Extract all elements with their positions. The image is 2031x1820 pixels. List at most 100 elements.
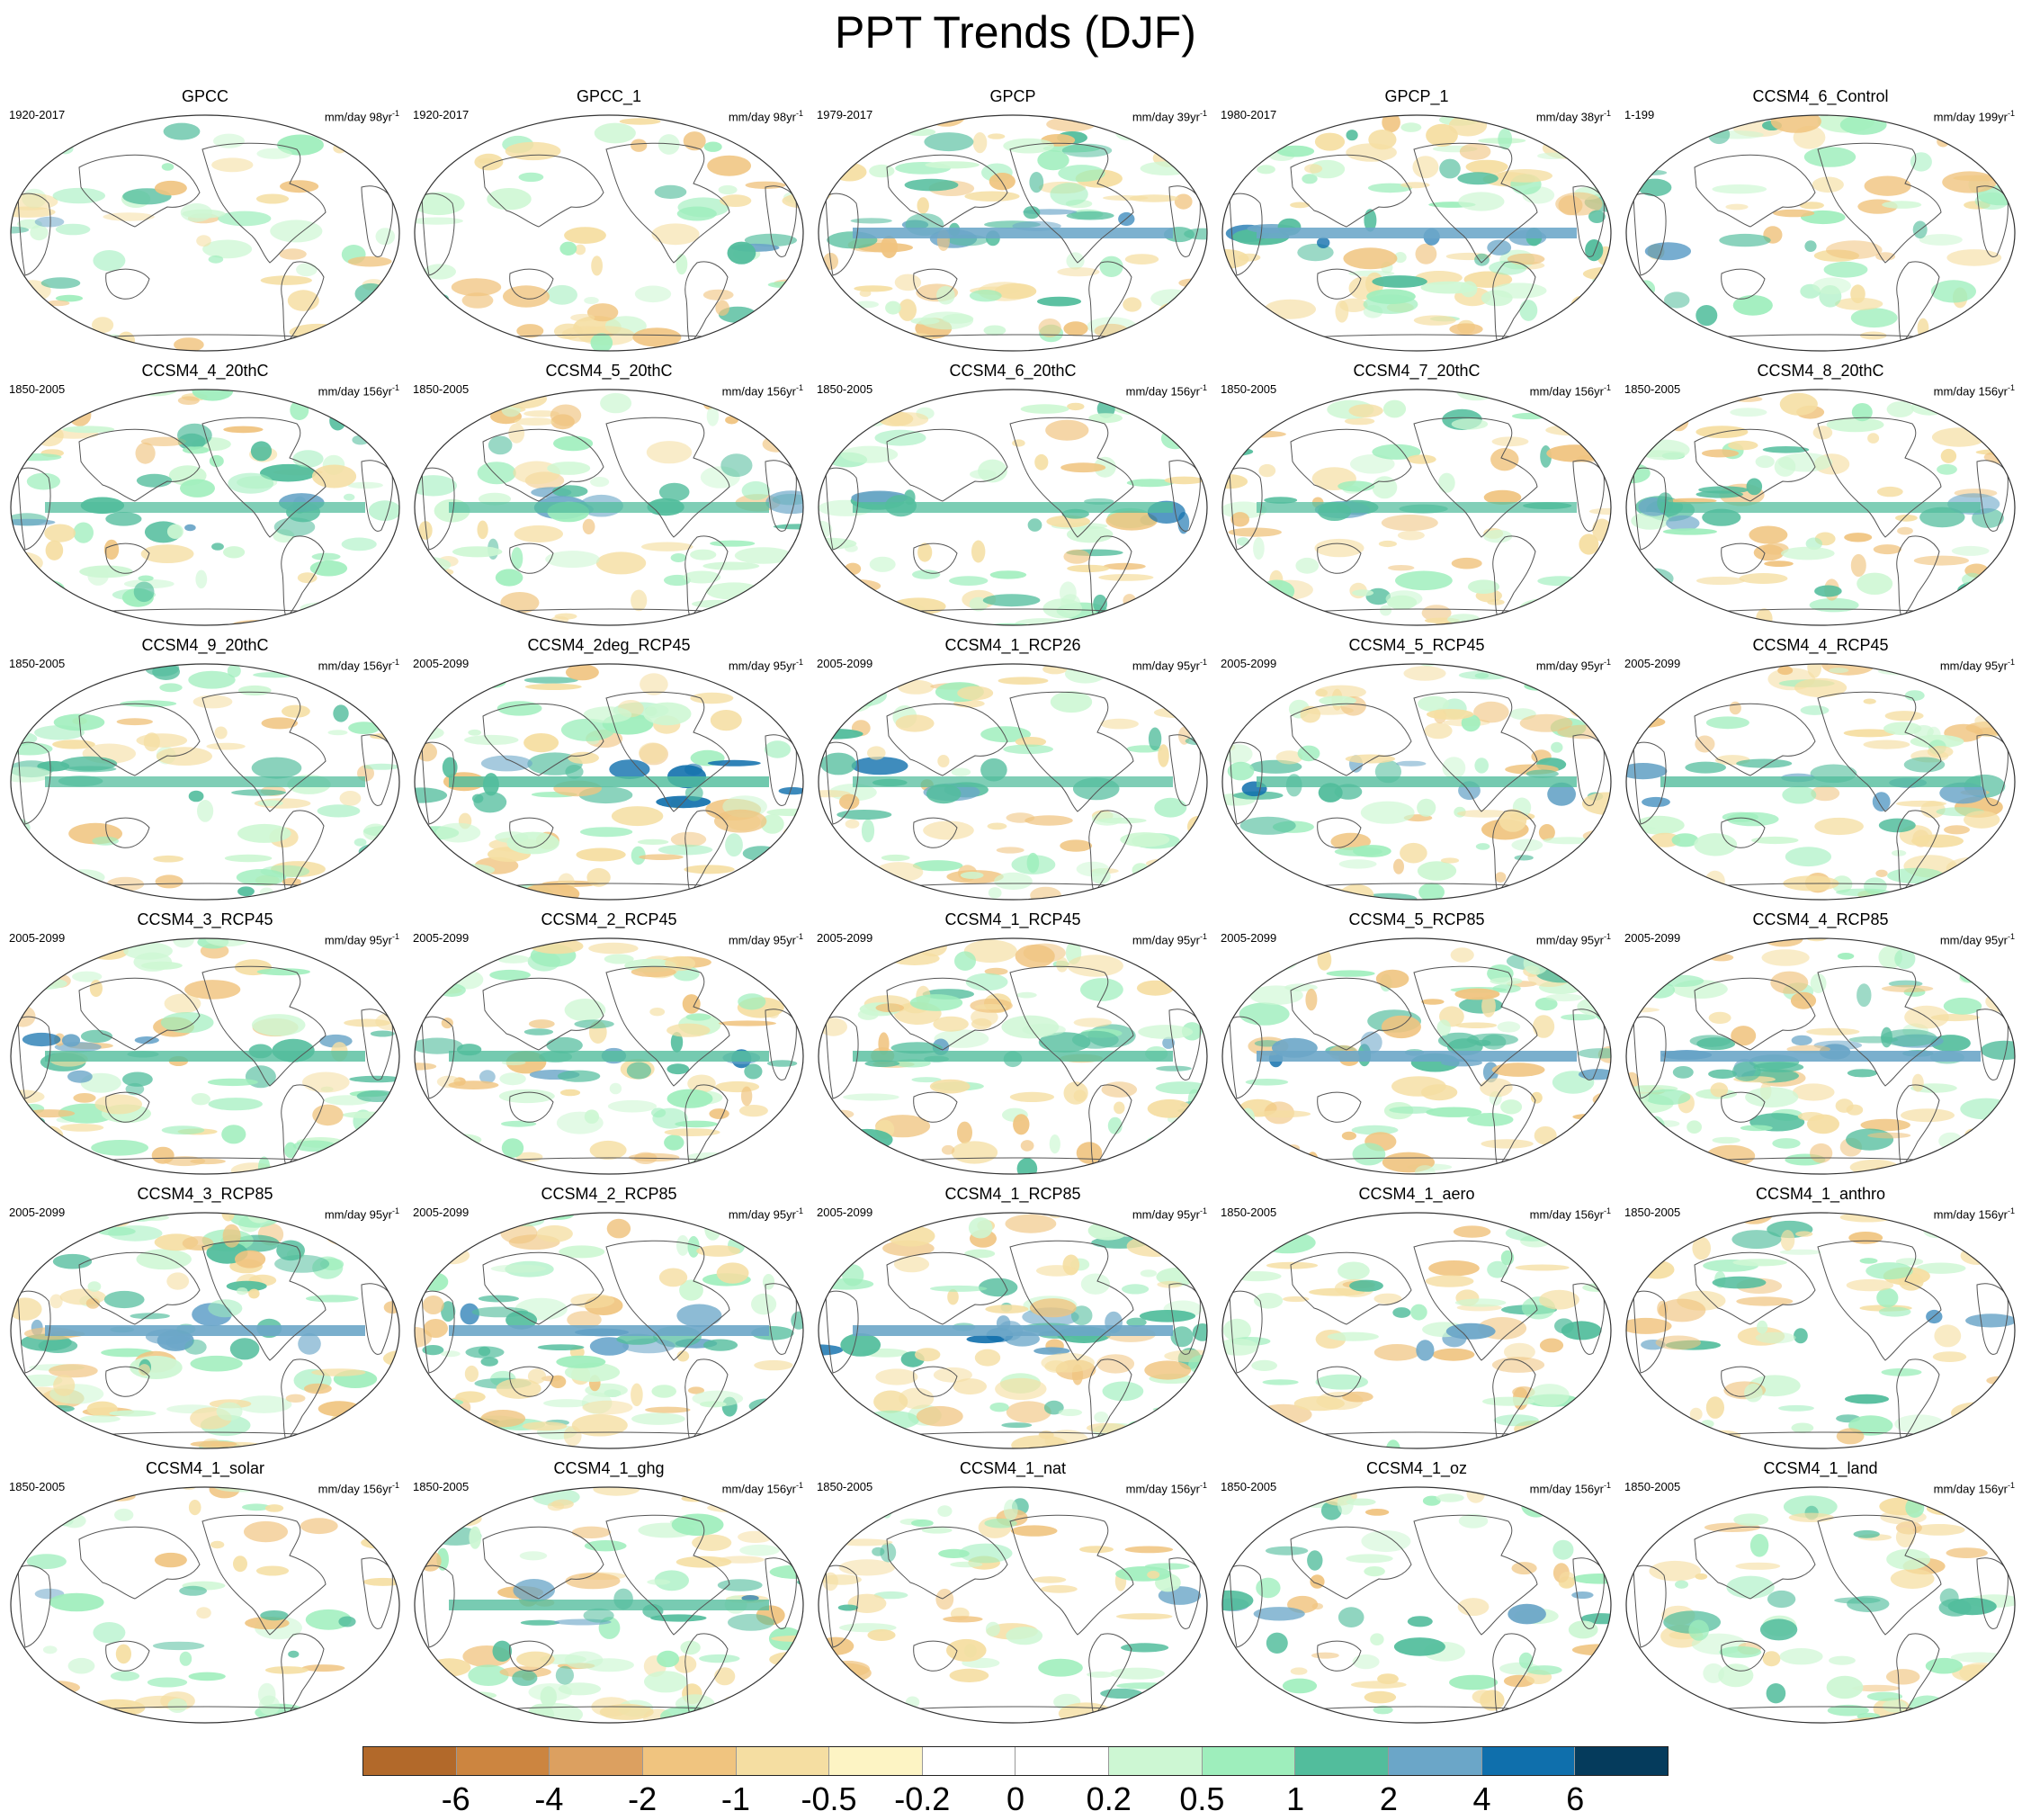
- map-panel: CCSM4_1_anthro 1850-2005 mm/day 156yr-1: [1619, 1184, 2022, 1450]
- panel-units: mm/day 156yr-1: [721, 1481, 803, 1496]
- map-field: [10, 114, 400, 352]
- panel-title: CCSM4_1_RCP26: [944, 636, 1081, 654]
- panel-units: mm/day 39yr-1: [1132, 109, 1207, 124]
- panel-period: 2005-2099: [817, 1206, 873, 1219]
- panel-units: mm/day 95yr-1: [728, 1206, 803, 1222]
- map-panel: GPCC_1 1920-2017 mm/day 98yr-1: [407, 86, 810, 353]
- panel-period: 2005-2099: [9, 931, 66, 945]
- panel-period: 2005-2099: [413, 931, 470, 945]
- panel-period: 1920-2017: [413, 108, 470, 121]
- panel-units: mm/day 38yr-1: [1535, 109, 1611, 124]
- panel-units: mm/day 156yr-1: [1933, 1206, 2015, 1222]
- panel-title: CCSM4_1_anthro: [1755, 1185, 1886, 1203]
- panel-period: 1850-2005: [1221, 1480, 1277, 1493]
- map-panel: CCSM4_3_RCP45 2005-2099 mm/day 95yr-1: [4, 910, 407, 1176]
- map-panel: CCSM4_9_20thC 1850-2005 mm/day 156yr-1: [4, 635, 407, 901]
- colorbar-label: 0: [1006, 1780, 1025, 1817]
- panel-units: mm/day 156yr-1: [1933, 1481, 2015, 1496]
- map-panel: CCSM4_5_RCP85 2005-2099 mm/day 95yr-1: [1215, 910, 1618, 1176]
- colorbar-label: 0.2: [1086, 1780, 1132, 1817]
- panel-period: 2005-2099: [817, 931, 873, 945]
- map-panel: CCSM4_2_RCP85 2005-2099 mm/day 95yr-1: [407, 1184, 810, 1450]
- map-field: [1625, 389, 2016, 626]
- panel-title: CCSM4_6_Control: [1752, 87, 1889, 105]
- map-panel: CCSM4_8_20thC 1850-2005 mm/day 156yr-1: [1619, 361, 2022, 627]
- map-panel: GPCC 1920-2017 mm/day 98yr-1: [4, 86, 407, 353]
- panel-title: CCSM4_5_20thC: [545, 362, 673, 380]
- map-field: [10, 663, 400, 901]
- map-panel: CCSM4_1_RCP26 2005-2099 mm/day 95yr-1: [811, 635, 1214, 901]
- map-field: [818, 937, 1208, 1175]
- panel-period: 1850-2005: [413, 382, 470, 396]
- colorbar-box: [642, 1747, 737, 1775]
- panel-period: 1850-2005: [1221, 1206, 1277, 1219]
- map-panel: CCSM4_7_20thC 1850-2005 mm/day 156yr-1: [1215, 361, 1618, 627]
- panel-title: CCSM4_4_RCP85: [1752, 910, 1889, 928]
- panel-units: mm/day 98yr-1: [728, 109, 803, 124]
- panel-units: mm/day 156yr-1: [318, 1481, 399, 1496]
- panel-title: GPCC: [181, 87, 228, 105]
- colorbar-label: -4: [534, 1780, 564, 1817]
- panel-title: CCSM4_1_RCP45: [944, 910, 1081, 928]
- map-panel: CCSM4_3_RCP85 2005-2099 mm/day 95yr-1: [4, 1184, 407, 1450]
- map-field: [414, 114, 804, 352]
- colorbar-label: 2: [1379, 1780, 1398, 1817]
- map-field: [1221, 114, 1612, 352]
- colorbar-box: [829, 1747, 923, 1775]
- panel-period: 1850-2005: [1624, 382, 1681, 396]
- map-field: [1625, 1212, 2016, 1449]
- panel-title: CCSM4_1_aero: [1358, 1185, 1475, 1203]
- colorbar-label: 1: [1286, 1780, 1305, 1817]
- panel-units: mm/day 156yr-1: [318, 658, 399, 673]
- colorbar-box: [456, 1747, 550, 1775]
- panel-units: mm/day 95yr-1: [1132, 932, 1207, 947]
- panel-units: mm/day 95yr-1: [324, 932, 399, 947]
- panel-period: 1980-2017: [1221, 108, 1277, 121]
- panel-period: 1850-2005: [1221, 382, 1277, 396]
- panel-title: CCSM4_3_RCP85: [137, 1185, 273, 1203]
- map-field: [1221, 1212, 1612, 1449]
- panel-period: 1920-2017: [9, 108, 66, 121]
- panel-title: CCSM4_6_20thC: [949, 362, 1077, 380]
- panel-title: CCSM4_5_RCP45: [1348, 636, 1485, 654]
- map-panel: CCSM4_1_RCP85 2005-2099 mm/day 95yr-1: [811, 1184, 1214, 1450]
- panel-title: CCSM4_1_ghg: [553, 1459, 665, 1477]
- colorbar-label: -2: [628, 1780, 658, 1817]
- map-field: [1221, 1486, 1612, 1724]
- panel-period: 1979-2017: [817, 108, 873, 121]
- panel-title: CCSM4_2_RCP85: [541, 1185, 677, 1203]
- map-field: [414, 1486, 804, 1724]
- map-panel: CCSM4_1_nat 1850-2005 mm/day 156yr-1: [811, 1458, 1214, 1725]
- panel-title: CCSM4_4_20thC: [141, 362, 269, 380]
- panel-title: GPCP_1: [1384, 87, 1449, 105]
- map-panel: CCSM4_2_RCP45 2005-2099 mm/day 95yr-1: [407, 910, 810, 1176]
- panel-title: CCSM4_5_RCP85: [1348, 910, 1485, 928]
- map-field: [414, 663, 804, 901]
- map-panel: CCSM4_1_land 1850-2005 mm/day 156yr-1: [1619, 1458, 2022, 1725]
- panel-period: 1850-2005: [9, 657, 66, 670]
- panel-title: CCSM4_4_RCP45: [1752, 636, 1889, 654]
- map-panel: CCSM4_1_RCP45 2005-2099 mm/day 95yr-1: [811, 910, 1214, 1176]
- panel-title: CCSM4_1_oz: [1365, 1459, 1468, 1477]
- panel-title: CCSM4_2_RCP45: [541, 910, 677, 928]
- panel-units: mm/day 95yr-1: [1132, 658, 1207, 673]
- panel-period: 2005-2099: [1624, 657, 1681, 670]
- map-panel: CCSM4_1_ghg 1850-2005 mm/day 156yr-1: [407, 1458, 810, 1725]
- panel-grid: GPCC 1920-2017 mm/day 98yr-1 GPCC_1 1920-201…: [4, 86, 2022, 1725]
- panel-period: 1850-2005: [817, 382, 873, 396]
- panel-units: mm/day 95yr-1: [1535, 658, 1611, 673]
- map-field: [414, 389, 804, 626]
- map-panel: CCSM4_6_20thC 1850-2005 mm/day 156yr-1: [811, 361, 1214, 627]
- colorbar-label: -6: [441, 1780, 470, 1817]
- colorbar-label: -1: [720, 1780, 750, 1817]
- panel-units: mm/day 156yr-1: [1933, 383, 2015, 399]
- panel-period: 2005-2099: [1221, 931, 1277, 945]
- colorbar-label: 4: [1472, 1780, 1491, 1817]
- map-field: [818, 1486, 1208, 1724]
- panel-title: CCSM4_1_solar: [145, 1459, 265, 1477]
- panel-units: mm/day 156yr-1: [318, 383, 399, 399]
- map-field: [818, 663, 1208, 901]
- panel-period: 2005-2099: [1221, 657, 1277, 670]
- map-panel: CCSM4_1_oz 1850-2005 mm/day 156yr-1: [1215, 1458, 1618, 1725]
- panel-units: mm/day 98yr-1: [324, 109, 399, 124]
